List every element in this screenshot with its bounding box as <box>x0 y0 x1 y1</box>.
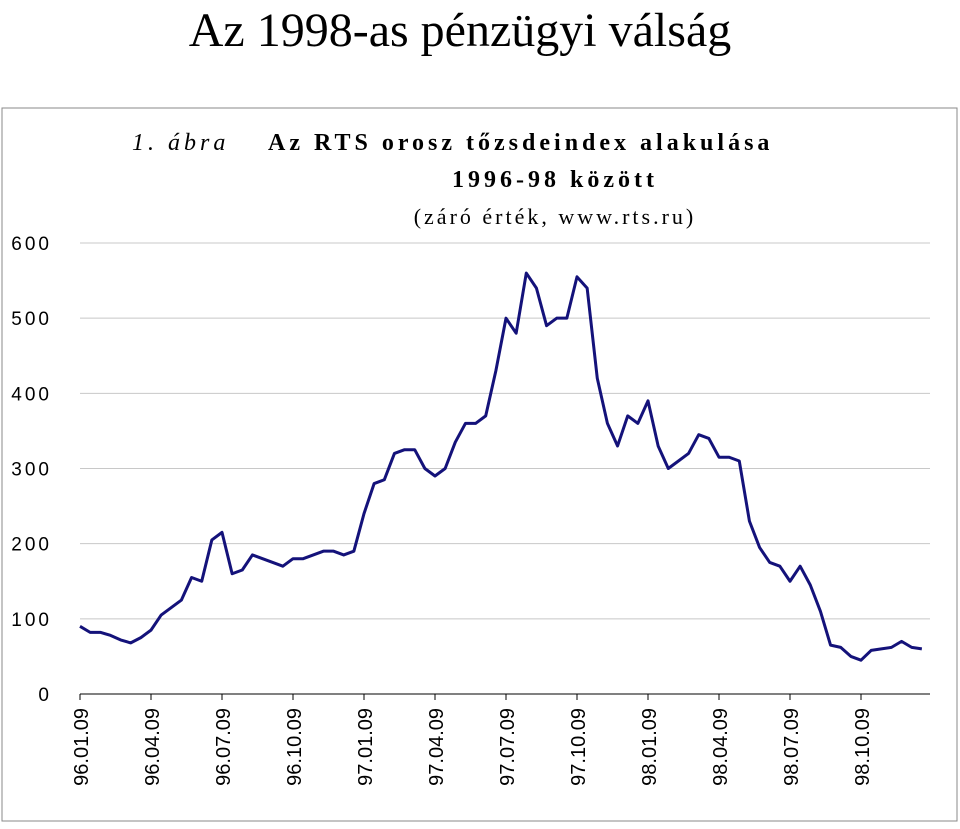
x-tick-label: 97.10.09 <box>568 708 590 786</box>
x-tick-label: 96.01.09 <box>71 708 93 786</box>
chart-frame <box>1 107 958 822</box>
x-tick-label: 97.04.09 <box>426 708 448 786</box>
page-heading: Az 1998-as pénzügyi válság <box>189 4 732 57</box>
x-tick-label: 96.04.09 <box>142 708 164 786</box>
x-tick-label: 98.07.09 <box>781 708 803 786</box>
x-tick-label: 96.10.09 <box>284 708 306 786</box>
figure-label: 1. ábra <box>132 130 229 156</box>
chart-subtitle: 1996-98 között <box>452 167 658 193</box>
y-tick-label: 600 <box>11 234 52 255</box>
x-tick-label: 97.07.09 <box>497 708 519 786</box>
chart-note: (záró érték, www.rts.ru) <box>414 204 697 229</box>
x-tick-label: 97.01.09 <box>355 708 377 786</box>
y-tick-label: 300 <box>11 460 52 481</box>
x-tick-label: 98.10.09 <box>852 708 874 786</box>
y-tick-label: 0 <box>38 685 52 706</box>
x-tick-label: 98.01.09 <box>639 708 661 786</box>
y-tick-label: 500 <box>11 309 52 330</box>
y-tick-label: 400 <box>11 384 52 405</box>
data-line <box>79 271 923 662</box>
y-tick-label: 200 <box>11 535 52 556</box>
chart-title: Az RTS orosz tőzsdeindex alakulása <box>268 130 773 156</box>
x-tick-label: 98.04.09 <box>710 708 732 786</box>
x-tick-label: 96.07.09 <box>213 708 235 786</box>
y-tick-label: 100 <box>11 610 52 631</box>
